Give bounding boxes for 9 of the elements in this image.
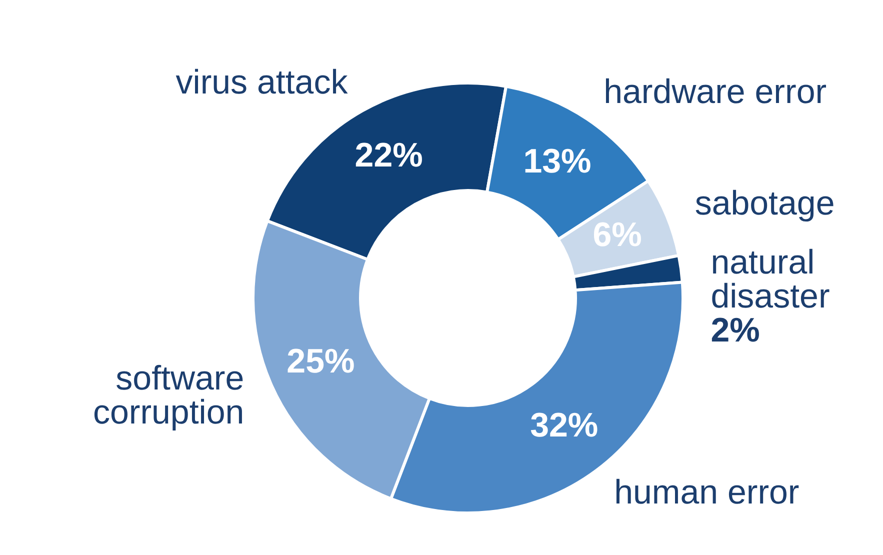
data-label: 22% (354, 136, 423, 174)
slice-label: sabotage (694, 184, 835, 222)
data-label: 32% (530, 406, 598, 444)
slice-label: hardware error (604, 72, 827, 111)
data-label: 25% (286, 342, 355, 381)
slice-label: virus attack (176, 64, 349, 102)
slice-label: software corruption (92, 360, 244, 432)
slice-label: human error (614, 474, 800, 512)
data-label: 13% (523, 142, 592, 181)
